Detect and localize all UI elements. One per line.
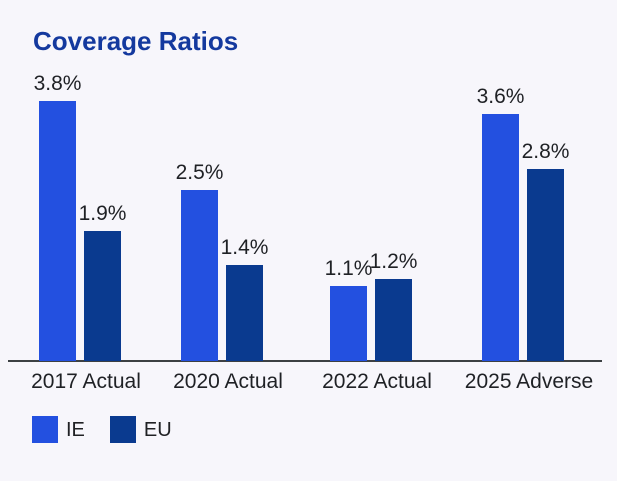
bar-eu-2022-actual [375,279,412,361]
bar-value-label: 2.8% [521,140,570,163]
bar-ie-2022-actual [330,286,367,361]
bar-ie-2025-adverse [482,114,519,361]
x-axis-label: 2025 Adverse [464,370,594,393]
legend-label: IE [66,418,85,441]
chart-legend: IE EU [32,416,197,443]
legend-label: EU [143,418,172,441]
chart-title: Coverage Ratios [33,26,239,56]
legend-item-eu: EU [109,416,172,443]
legend-swatch-eu [109,416,136,443]
bar-value-label: 3.8% [33,72,82,95]
bar-value-label: 1.9% [78,202,127,225]
bar-ie-2017-actual [39,101,76,361]
bar-value-label: 3.6% [476,85,525,108]
bar-eu-2017-actual [84,231,121,361]
bar-value-label: 1.4% [220,236,269,259]
bar-eu-2020-actual [226,265,263,361]
bar-value-label: 1.1% [324,257,373,280]
bar-value-label: 2.5% [175,161,224,184]
x-axis-line [8,360,602,362]
x-axis-label: 2020 Actual [173,370,283,393]
x-axis-label: 2017 Actual [31,370,141,393]
bar-value-label: 1.2% [369,250,418,273]
legend-item-ie: IE [32,416,85,443]
bar-ie-2020-actual [181,190,218,361]
x-axis-label: 2022 Actual [322,370,432,393]
legend-swatch-ie [32,416,58,443]
bar-eu-2025-adverse [527,169,564,361]
